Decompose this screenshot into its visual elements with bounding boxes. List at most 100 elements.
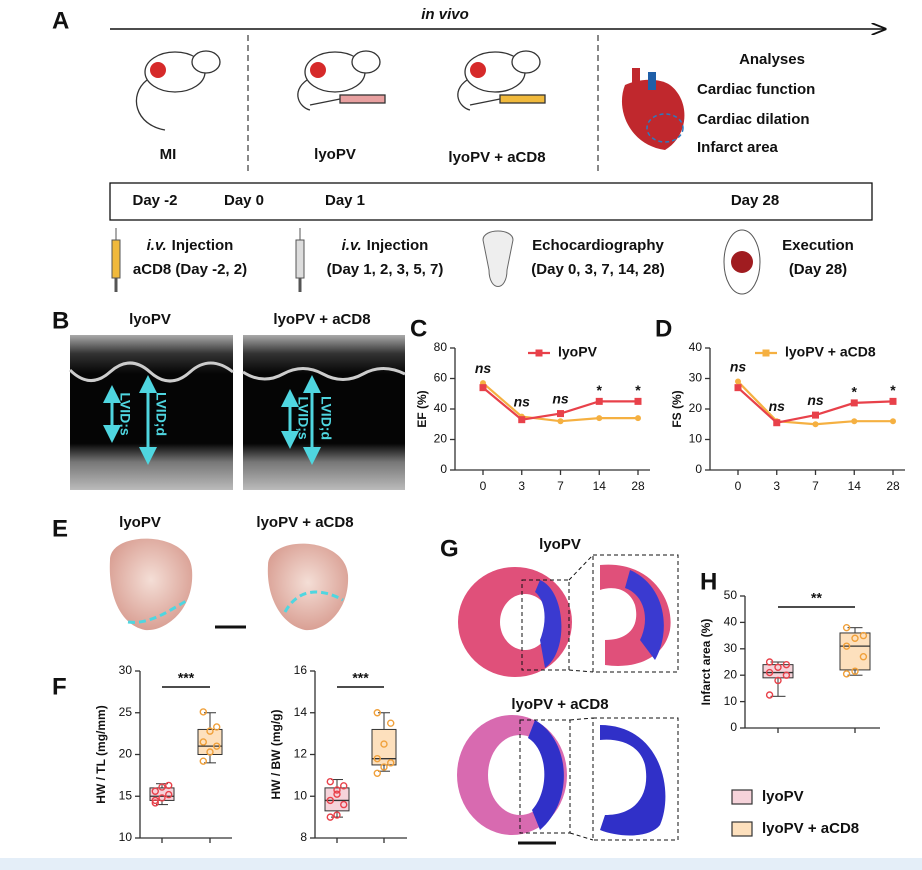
data-point — [373, 754, 381, 763]
panel-label: D — [655, 315, 672, 342]
legend-marker — [535, 349, 543, 357]
group-label: MI — [160, 146, 177, 163]
y-tick-label: 50 — [724, 588, 738, 602]
legend-label: lyoPV + aCD8 — [762, 820, 859, 837]
data-point — [557, 418, 564, 425]
timeline-title: in vivo — [421, 6, 469, 23]
mouse-execution-icon — [723, 229, 761, 295]
footer-strip — [0, 858, 922, 870]
legend-swatch — [731, 789, 753, 805]
data-point — [151, 799, 159, 807]
data-point — [812, 411, 819, 419]
day-label: Day 0 — [224, 192, 264, 209]
data-point — [165, 790, 173, 799]
step-title: i.v. Injection — [147, 237, 234, 254]
y-tick-label: 10 — [724, 694, 738, 708]
syringe-icon — [111, 228, 121, 292]
step-detail: aCD8 (Day -2, 2) — [133, 261, 247, 278]
panel-label: F — [52, 673, 67, 700]
data-point — [333, 786, 341, 794]
y-axis-label: EF (%) — [415, 390, 429, 427]
y-tick-label: 20 — [689, 401, 703, 415]
data-point — [333, 790, 341, 798]
data-point — [326, 813, 334, 821]
step-detail: (Day 28) — [789, 261, 847, 278]
x-tick-label: 3 — [518, 479, 525, 493]
data-point — [850, 399, 858, 407]
y-tick-label: 14 — [294, 705, 308, 719]
data-point — [851, 667, 859, 675]
image-header: lyoPV — [539, 536, 581, 553]
day-label: Day -2 — [132, 192, 177, 209]
data-point — [557, 410, 564, 418]
data-point — [735, 378, 741, 385]
data-point — [206, 727, 214, 735]
data-point — [206, 748, 214, 756]
x-tick-label: 28 — [886, 479, 900, 493]
box — [197, 728, 223, 756]
data-point — [859, 631, 868, 640]
y-tick-label: 40 — [434, 401, 448, 415]
data-point — [765, 668, 774, 677]
image-header: lyoPV + aCD8 — [511, 696, 608, 713]
y-tick-label: 0 — [440, 462, 447, 476]
step-title: Execution — [782, 237, 854, 254]
data-point — [165, 781, 173, 790]
data-point — [199, 708, 207, 716]
data-point — [851, 634, 859, 642]
y-axis-label: FS (%) — [670, 390, 684, 427]
panel-label: B — [52, 307, 69, 334]
data-point — [890, 418, 896, 425]
y-tick-label: 40 — [724, 615, 738, 629]
panel-label: C — [410, 315, 427, 342]
data-point — [634, 397, 642, 405]
y-tick-label: 0 — [695, 462, 702, 476]
y-axis-label: HW / TL (mg/mm) — [94, 705, 108, 803]
step-name: Injection — [172, 237, 234, 254]
significance-label: *** — [352, 670, 369, 686]
y-tick-label: 60 — [434, 371, 448, 385]
heart-icon — [621, 68, 685, 150]
histology-image — [458, 554, 679, 677]
data-point — [851, 418, 858, 425]
data-point — [596, 415, 603, 422]
data-point — [340, 800, 348, 809]
data-point — [199, 738, 207, 746]
y-tick-label: 20 — [434, 432, 448, 446]
legend-label: lyoPV + aCD8 — [785, 344, 876, 360]
data-point — [842, 670, 851, 678]
significance-label: ** — [811, 590, 822, 606]
mouse-icon — [457, 50, 546, 111]
y-tick-label: 25 — [119, 705, 133, 719]
step-route: i.v. — [147, 237, 167, 254]
x-tick-label: 3 — [773, 479, 780, 493]
x-tick-label: 7 — [812, 479, 819, 493]
data-point — [380, 740, 388, 748]
data-point — [326, 796, 334, 805]
box — [324, 787, 350, 812]
data-point — [158, 783, 166, 791]
timeline-box — [109, 182, 873, 221]
step-name: Injection — [367, 237, 429, 254]
y-tick-label: 30 — [724, 641, 738, 655]
data-point — [199, 757, 207, 765]
measure-label: LVID;d — [153, 392, 169, 436]
legend-label: lyoPV — [762, 788, 804, 805]
legend-swatch — [731, 821, 753, 837]
panel-label: A — [52, 7, 69, 34]
x-tick-label: 14 — [593, 479, 607, 493]
data-point — [380, 763, 388, 771]
y-tick-label: 10 — [294, 788, 308, 802]
significance-label: ns — [552, 390, 569, 406]
data-point — [479, 384, 487, 392]
significance-label: ns — [475, 360, 492, 376]
significance-label: * — [890, 382, 896, 398]
x-tick-label: 0 — [735, 479, 742, 493]
panel-label: G — [440, 535, 459, 562]
y-axis-label: HW / BW (mg/g) — [269, 710, 283, 800]
step-detail: (Day 0, 3, 7, 14, 28) — [531, 261, 664, 278]
syringe-icon — [295, 228, 305, 292]
y-tick-label: 10 — [689, 432, 703, 446]
significance-label: ns — [769, 398, 786, 414]
